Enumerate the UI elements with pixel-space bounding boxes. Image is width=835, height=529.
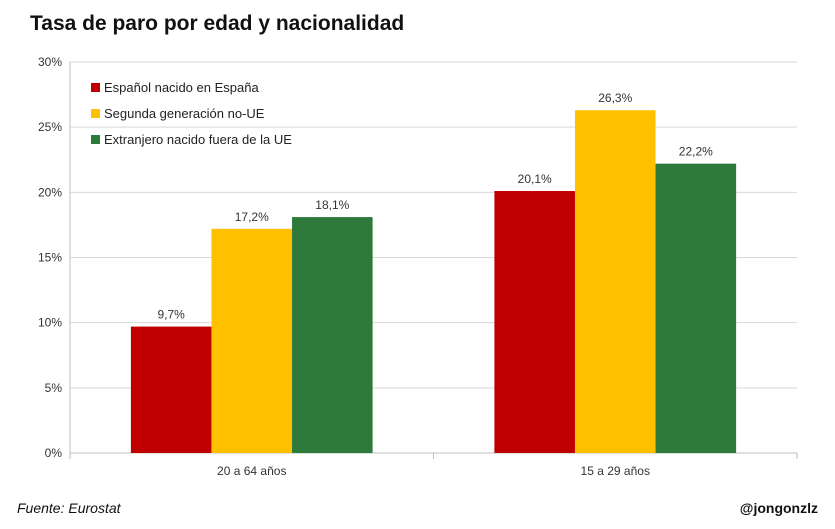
legend-swatch	[91, 109, 100, 118]
data-label: 22,2%	[679, 145, 713, 159]
data-label: 9,7%	[157, 308, 185, 322]
y-tick-label: 20%	[38, 185, 62, 199]
author-handle: @jongonzlz	[739, 500, 818, 516]
data-label: 18,1%	[315, 198, 349, 212]
legend-label: Segunda generación no-UE	[104, 106, 265, 121]
bar	[292, 217, 373, 453]
legend-swatch	[91, 135, 100, 144]
data-label: 20,1%	[518, 172, 552, 186]
y-tick-label: 30%	[38, 55, 62, 69]
source-note: Fuente: Eurostat	[17, 500, 121, 516]
bar	[130, 326, 212, 453]
bar	[494, 191, 575, 453]
bar	[211, 228, 293, 453]
y-tick-label: 0%	[45, 446, 63, 460]
y-tick-label: 10%	[38, 316, 62, 330]
legend-label: Español nacido en España	[104, 80, 259, 95]
bar	[655, 163, 737, 453]
y-tick-label: 25%	[38, 120, 62, 134]
legend-swatch	[91, 83, 100, 92]
chart-title: Tasa de paro por edad y nacionalidad	[30, 12, 405, 35]
y-tick-label: 5%	[45, 381, 63, 395]
legend-label: Extranjero nacido fuera de la UE	[104, 132, 292, 147]
y-tick-label: 15%	[38, 251, 62, 265]
x-tick-label: 20 a 64 años	[217, 464, 286, 478]
bar	[574, 110, 656, 454]
data-label: 17,2%	[235, 210, 269, 224]
data-label: 26,3%	[598, 91, 632, 105]
x-tick-label: 15 a 29 años	[581, 464, 650, 478]
